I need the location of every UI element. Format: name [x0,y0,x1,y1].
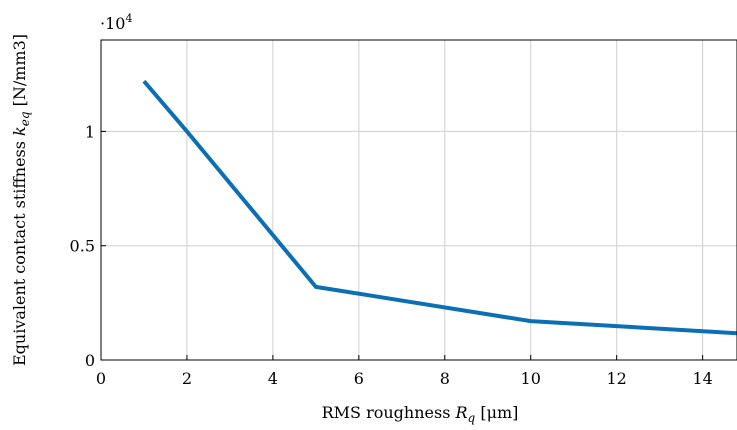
x-tick-label: 0 [96,369,106,388]
series-line-0 [142,79,737,336]
x-tick-label: 8 [440,369,450,388]
x-tick-label: 4 [268,369,278,388]
y-tick-label: 0.5 [70,237,95,256]
plot-frame [100,39,737,361]
x-tick-label: 6 [354,369,364,388]
x-tick-label: 14 [692,369,712,388]
series-layer [142,79,737,336]
x-axis-label: RMS roughness Rq [μm] [322,403,519,425]
y-axis-label: Equivalent contact stiffness keq [N/mm3] [10,34,32,366]
x-gridlines [100,40,704,360]
y-multiplier: ·104 [100,12,132,33]
y-tick-label: 1 [85,122,95,141]
x-tick-label: 12 [606,369,626,388]
x-tick-labels: 0 2 4 6 8 10 12 14 [96,369,713,388]
x-tick-label: 2 [182,369,192,388]
y-tick-labels: 00.51 [70,122,95,370]
x-tick-label: 10 [521,369,541,388]
y-tick-label: 0 [85,351,95,370]
